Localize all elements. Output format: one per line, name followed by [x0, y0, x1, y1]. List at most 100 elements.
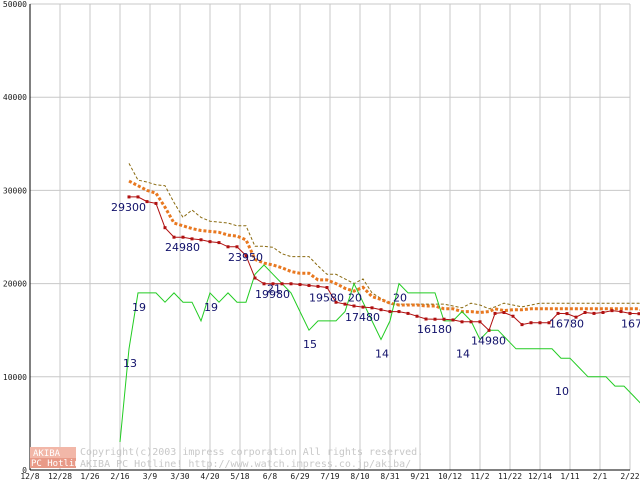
- x-tick-label: 3/30: [170, 472, 189, 480]
- series-line: [119, 264, 640, 443]
- series-point: [199, 238, 203, 242]
- count-data-label: 14: [375, 348, 389, 361]
- series-point: [334, 300, 338, 304]
- count-data-label: 14: [456, 348, 470, 361]
- x-tick-label: 7/19: [320, 472, 339, 480]
- grid: [29, 3, 631, 471]
- logo-bottom-text: PC Hotline!: [31, 459, 91, 469]
- series-point: [388, 310, 392, 314]
- series-point: [415, 314, 419, 318]
- x-tick-label: 12/8: [20, 472, 39, 480]
- x-tick-label: 9/21: [410, 472, 429, 480]
- x-tick-label: 10/12: [438, 472, 462, 480]
- price-data-label: 19980: [255, 288, 290, 301]
- x-tick-label: 2/1: [593, 472, 608, 480]
- y-tick-label: 10000: [3, 373, 27, 382]
- series-point: [352, 304, 356, 308]
- series-point: [361, 305, 365, 309]
- series-point: [145, 200, 149, 204]
- x-tick-label: 6/8: [263, 472, 278, 480]
- series-point: [583, 310, 587, 314]
- price-data-label: 16780: [549, 318, 584, 331]
- series-point: [316, 284, 320, 288]
- series-line: [128, 163, 640, 310]
- y-tick-label: 30000: [3, 186, 27, 195]
- x-tick-label: 8/10: [350, 472, 369, 480]
- series-point: [556, 311, 560, 315]
- series-point: [271, 282, 275, 286]
- series-point: [592, 311, 596, 315]
- price-data-label: 23950: [228, 251, 263, 264]
- series-point: [520, 323, 524, 327]
- axes: [29, 4, 630, 471]
- series-point: [487, 328, 491, 332]
- series-point: [307, 283, 311, 287]
- price-data-label: 24980: [165, 241, 200, 254]
- x-tick-label: 12/28: [48, 472, 72, 480]
- price-data-label: 17480: [345, 311, 380, 324]
- series-point: [442, 317, 446, 321]
- series-point: [154, 201, 158, 205]
- copyright-line-2: AKIBA PC Hotline! http://www.watch.impre…: [80, 459, 411, 470]
- count-data-label: 10: [555, 385, 569, 398]
- footer-watermark: AKIBA PC Hotline! Copyright(c)2003 impre…: [30, 447, 423, 470]
- series-point: [406, 311, 410, 315]
- series-point: [262, 282, 266, 286]
- count-data-label: 15: [303, 338, 317, 351]
- price-data-label: 29300: [111, 201, 146, 214]
- series-point: [547, 321, 551, 325]
- x-tick-label: 1/11: [560, 472, 579, 480]
- series-point: [451, 318, 455, 322]
- series-point: [343, 302, 347, 306]
- y-tick-labels: 0 10000 20000 30000 40000 50000: [3, 0, 27, 475]
- x-tick-label: 5/18: [230, 472, 249, 480]
- price-data-label: 16770: [621, 318, 640, 331]
- count-data-label: 19: [204, 301, 218, 314]
- series-point: [529, 321, 533, 325]
- series-point: [370, 306, 374, 310]
- series-point: [181, 235, 185, 239]
- series-point: [433, 317, 437, 321]
- price-data-label: 14980: [471, 334, 506, 347]
- series-point: [637, 312, 640, 316]
- x-tick-label: 6/29: [290, 472, 309, 480]
- y-tick-label: 50000: [3, 0, 27, 9]
- series-point: [289, 282, 293, 286]
- akiba-logo: AKIBA PC Hotline!: [30, 447, 91, 469]
- price-data-label: 16180: [417, 323, 452, 336]
- copyright-line-1: Copyright(c)2003 impress corporation All…: [80, 447, 423, 458]
- series-point: [163, 226, 167, 230]
- series-point: [208, 240, 212, 244]
- series-line: [128, 179, 640, 315]
- series-point: [511, 314, 515, 318]
- series-point: [601, 310, 605, 314]
- series-point: [424, 317, 428, 321]
- series-point: [172, 235, 176, 239]
- series-point: [565, 312, 569, 316]
- series-point: [538, 321, 542, 325]
- x-tick-label: 2/22: [620, 472, 639, 480]
- count-data-label: 20: [348, 292, 362, 305]
- series-point: [469, 320, 473, 324]
- series-point: [574, 315, 578, 319]
- series-point: [619, 310, 623, 314]
- series-point: [280, 282, 284, 286]
- series-point: [190, 237, 194, 241]
- series-point: [628, 311, 632, 315]
- series-point: [493, 311, 497, 315]
- series-point: [325, 286, 329, 290]
- series-point: [478, 320, 482, 324]
- logo-top-text: AKIBA: [33, 449, 61, 459]
- series-group: [119, 163, 640, 443]
- series-point: [217, 241, 221, 245]
- x-tick-label: 2/16: [110, 472, 129, 480]
- series-point: [127, 195, 131, 199]
- series-point: [235, 245, 239, 249]
- series-point: [226, 245, 230, 249]
- count-data-label: 13: [123, 357, 137, 370]
- x-tick-labels: 12/8 12/28 1/26 2/16 3/9 3/30 4/20 5/18 6/8 6/29 7…: [20, 472, 639, 480]
- x-tick-label: 4/20: [200, 472, 219, 480]
- y-tick-label: 40000: [3, 93, 27, 102]
- series-point: [253, 276, 257, 280]
